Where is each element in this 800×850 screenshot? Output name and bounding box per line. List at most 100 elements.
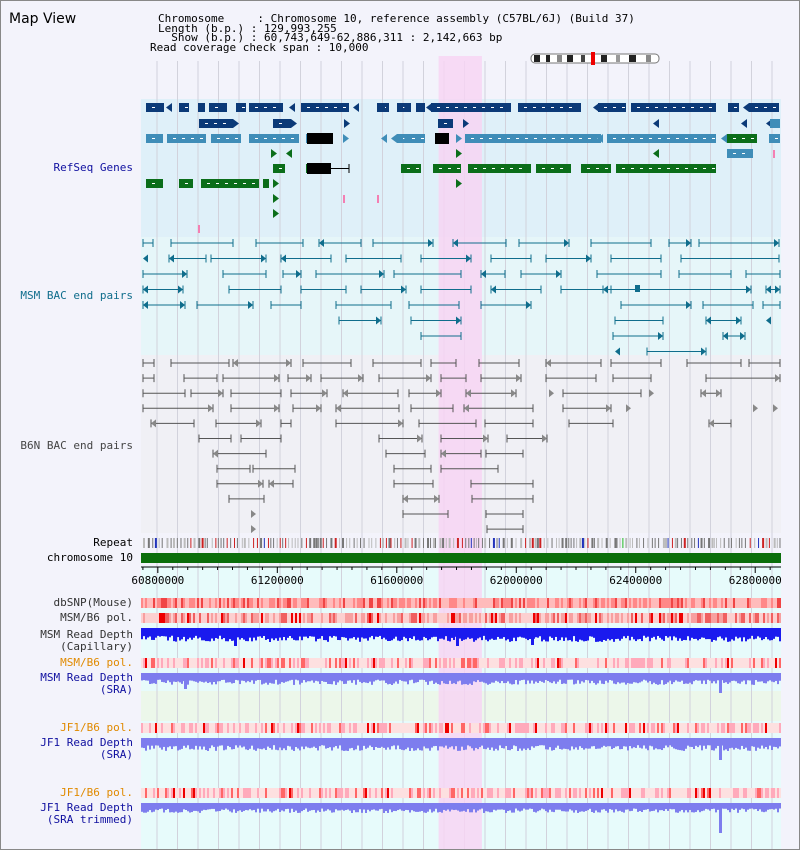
- heat-cell: [603, 658, 605, 668]
- track-label-jf1-b6-pol-2[interactable]: JF1/B6 pol.: [60, 786, 133, 799]
- depth-bar: [149, 803, 151, 811]
- depth-bar: [637, 738, 639, 746]
- heat-cell: [637, 788, 639, 798]
- heat-cell: [755, 723, 757, 733]
- heat-cell: [761, 723, 763, 733]
- heat-cell: [261, 598, 263, 608]
- depth-bar: [465, 628, 467, 640]
- repeat-element: [317, 538, 319, 548]
- heat-cell: [515, 658, 517, 668]
- track-label-repeat[interactable]: Repeat: [93, 536, 133, 549]
- track-label-b6n-bac[interactable]: B6N BAC end pairs: [20, 439, 133, 452]
- depth-bar: [573, 738, 575, 750]
- track-label-msm-depth-sra[interactable]: MSM Read Depth: [40, 671, 133, 684]
- heat-cell: [225, 788, 227, 798]
- track-label-jf1-depth-trim[interactable]: JF1 Read Depth: [40, 801, 133, 814]
- depth-bar: [319, 628, 321, 639]
- heat-cell: [623, 613, 625, 623]
- track-label-msm-bac[interactable]: MSM BAC end pairs: [20, 289, 133, 302]
- depth-bar: [547, 628, 549, 642]
- heat-cell: [289, 723, 291, 733]
- gene-arrow: [391, 134, 397, 143]
- heat-cell: [603, 598, 605, 608]
- heat-cell: [759, 658, 761, 668]
- heat-cell: [735, 723, 737, 733]
- heat-cell: [619, 723, 621, 733]
- depth-bar: [299, 628, 301, 637]
- heat-cell: [141, 658, 143, 668]
- jf1-b6-pol-track-1: [141, 723, 781, 733]
- depth-bar: [199, 628, 201, 638]
- depth-bar: [343, 673, 345, 684]
- depth-bar: [359, 738, 361, 751]
- heat-cell: [489, 598, 491, 608]
- bac-end-arrow: [336, 404, 341, 413]
- depth-bar: [281, 673, 283, 683]
- heat-cell: [289, 788, 291, 798]
- repeat-element: [172, 538, 175, 548]
- heat-cell: [589, 613, 591, 623]
- track-label-jf1-depth-sra[interactable]: JF1 Read Depth: [40, 736, 133, 749]
- track-label-msm-depth-cap[interactable]: MSM Read Depth: [40, 628, 133, 641]
- heat-cell: [629, 658, 631, 668]
- depth-bar: [175, 803, 177, 812]
- depth-bar: [559, 803, 561, 810]
- bac-end-arrow: [542, 434, 547, 443]
- depth-bar: [461, 738, 463, 747]
- track-label-chromosome[interactable]: chromosome 10: [46, 551, 133, 564]
- heat-cell: [613, 788, 615, 798]
- heat-cell: [575, 788, 577, 798]
- depth-bar: [599, 803, 601, 813]
- heat-cell: [159, 613, 161, 623]
- repeat-element: [619, 538, 621, 548]
- depth-bar: [537, 738, 539, 746]
- depth-bar: [205, 803, 207, 811]
- heat-cell: [183, 658, 185, 668]
- heat-cell: [315, 788, 317, 798]
- track-label-msm-b6-pol-1[interactable]: MSM/B6 pol.: [60, 611, 133, 624]
- depth-bar: [665, 673, 667, 684]
- heat-cell: [159, 723, 161, 733]
- heat-cell: [333, 598, 335, 608]
- heat-cell: [701, 723, 703, 733]
- heat-cell: [333, 613, 335, 623]
- heat-cell: [173, 598, 175, 608]
- heat-cell: [581, 788, 583, 798]
- bac-end-arrow: [716, 389, 721, 398]
- heat-cell: [163, 598, 165, 608]
- heat-cell: [673, 723, 675, 733]
- heat-cell: [615, 788, 617, 798]
- depth-bar: [533, 803, 535, 812]
- depth-bar: [435, 738, 437, 746]
- heat-cell: [521, 613, 523, 623]
- heat-cell: [179, 658, 181, 668]
- track-label-jf1-b6-pol-1[interactable]: JF1/B6 pol.: [60, 721, 133, 734]
- heat-cell: [735, 613, 737, 623]
- heat-cell: [511, 788, 513, 798]
- repeat-element: [520, 538, 523, 548]
- depth-bar: [363, 673, 365, 683]
- depth-bar: [237, 738, 239, 748]
- track-label-dbsnp[interactable]: dbSNP(Mouse): [53, 596, 133, 609]
- heat-cell: [575, 598, 577, 608]
- heat-cell: [613, 723, 615, 733]
- heat-cell: [359, 658, 361, 668]
- depth-bar: [537, 803, 539, 812]
- depth-bar: [671, 803, 673, 810]
- track-label-refseq[interactable]: RefSeq Genes: [53, 161, 133, 174]
- depth-bar: [433, 628, 435, 637]
- b6n-bac-pair: [385, 449, 426, 458]
- bac-end-arrow: [296, 270, 301, 278]
- heat-cell: [447, 598, 449, 608]
- heat-cell: [605, 788, 607, 798]
- heat-cell: [405, 598, 407, 608]
- repeat-element: [330, 538, 333, 548]
- heat-cell: [733, 723, 735, 733]
- heat-cell: [485, 658, 487, 668]
- heat-cell: [151, 658, 153, 668]
- depth-bar: [431, 738, 433, 748]
- gene-arrow: [286, 149, 292, 158]
- jf1-depth-trimmed-track: [141, 803, 781, 833]
- track-label-msm-b6-pol-2[interactable]: MSM/B6 pol.: [60, 656, 133, 669]
